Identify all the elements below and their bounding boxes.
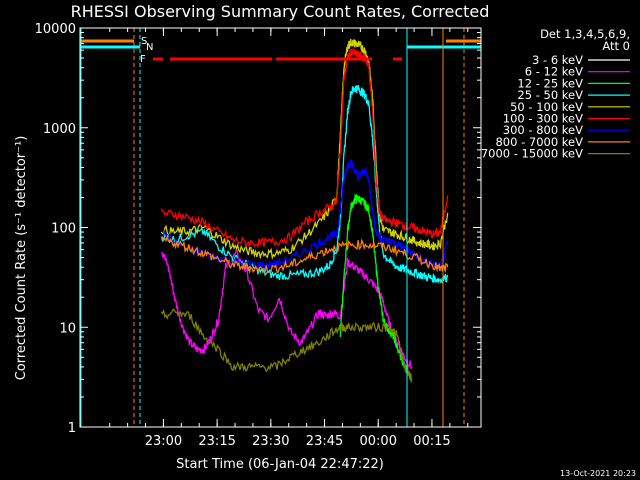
x-tick-label-0: 23:00 — [145, 434, 182, 449]
legend-label-0: 3 - 6 keV — [532, 53, 583, 67]
footer-timestamp: 13-Oct-2021 20:23 — [560, 469, 636, 478]
legend-label-1: 6 - 12 keV — [525, 65, 583, 79]
x-axis-label: Start Time (06-Jan-04 22:47:22) — [176, 457, 384, 472]
y-tick-label-3: 1000 — [43, 122, 76, 137]
series-line-4 — [160, 38, 449, 260]
x-tick-label-1: 23:15 — [198, 434, 235, 449]
chart-title: RHESSI Observing Summary Count Rates, Co… — [71, 2, 490, 21]
s-flag-label: S — [141, 36, 147, 47]
legend-label-2: 12 - 25 keV — [517, 76, 583, 90]
legend-header-line-2: Att 0 — [602, 39, 630, 53]
series-line-2 — [339, 192, 413, 384]
axes: 1 10 100 1000 10000 23:00 23:15 23:30 23:45 00:00… — [35, 22, 482, 449]
y-tick-label-0: 1 — [68, 421, 76, 436]
f-flag-label: F — [140, 54, 146, 65]
legend-label-8: 7000 - 15000 keV — [481, 147, 583, 161]
legend-label-6: 300 - 800 keV — [503, 123, 583, 137]
x-tick-label-3: 23:45 — [306, 434, 343, 449]
flag-bars: SNF — [80, 28, 481, 427]
x-tick-label-2: 23:30 — [252, 434, 289, 449]
x-tick-label-4: 00:00 — [360, 434, 397, 449]
series-line-6 — [161, 158, 449, 271]
series-line-1 — [160, 247, 413, 370]
series-lines — [160, 38, 449, 384]
legend-label-3: 25 - 50 keV — [517, 88, 583, 102]
legend-label-7: 800 - 7000 keV — [495, 135, 583, 149]
series-line-5 — [160, 48, 449, 249]
y-tick-label-1: 10 — [59, 321, 76, 336]
series-line-7 — [160, 234, 449, 275]
legend-label-4: 50 - 100 keV — [510, 100, 583, 114]
x-tick-label-5: 00:15 — [413, 434, 450, 449]
legend-header: Det 1,3,4,5,6,9, Att 0 — [540, 27, 630, 53]
y-axis-label: Corrected Count Rate (s⁻¹ detector⁻¹) — [14, 136, 29, 381]
n-flag-label: N — [146, 42, 153, 53]
series-line-0 — [161, 242, 413, 321]
legend-header-line-1: Det 1,3,4,5,6,9, — [540, 27, 630, 41]
legend-label-5: 100 - 300 keV — [503, 112, 583, 126]
series-line-8 — [160, 308, 413, 384]
y-tick-label-4: 10000 — [35, 22, 76, 37]
y-tick-label-2: 100 — [51, 222, 76, 237]
